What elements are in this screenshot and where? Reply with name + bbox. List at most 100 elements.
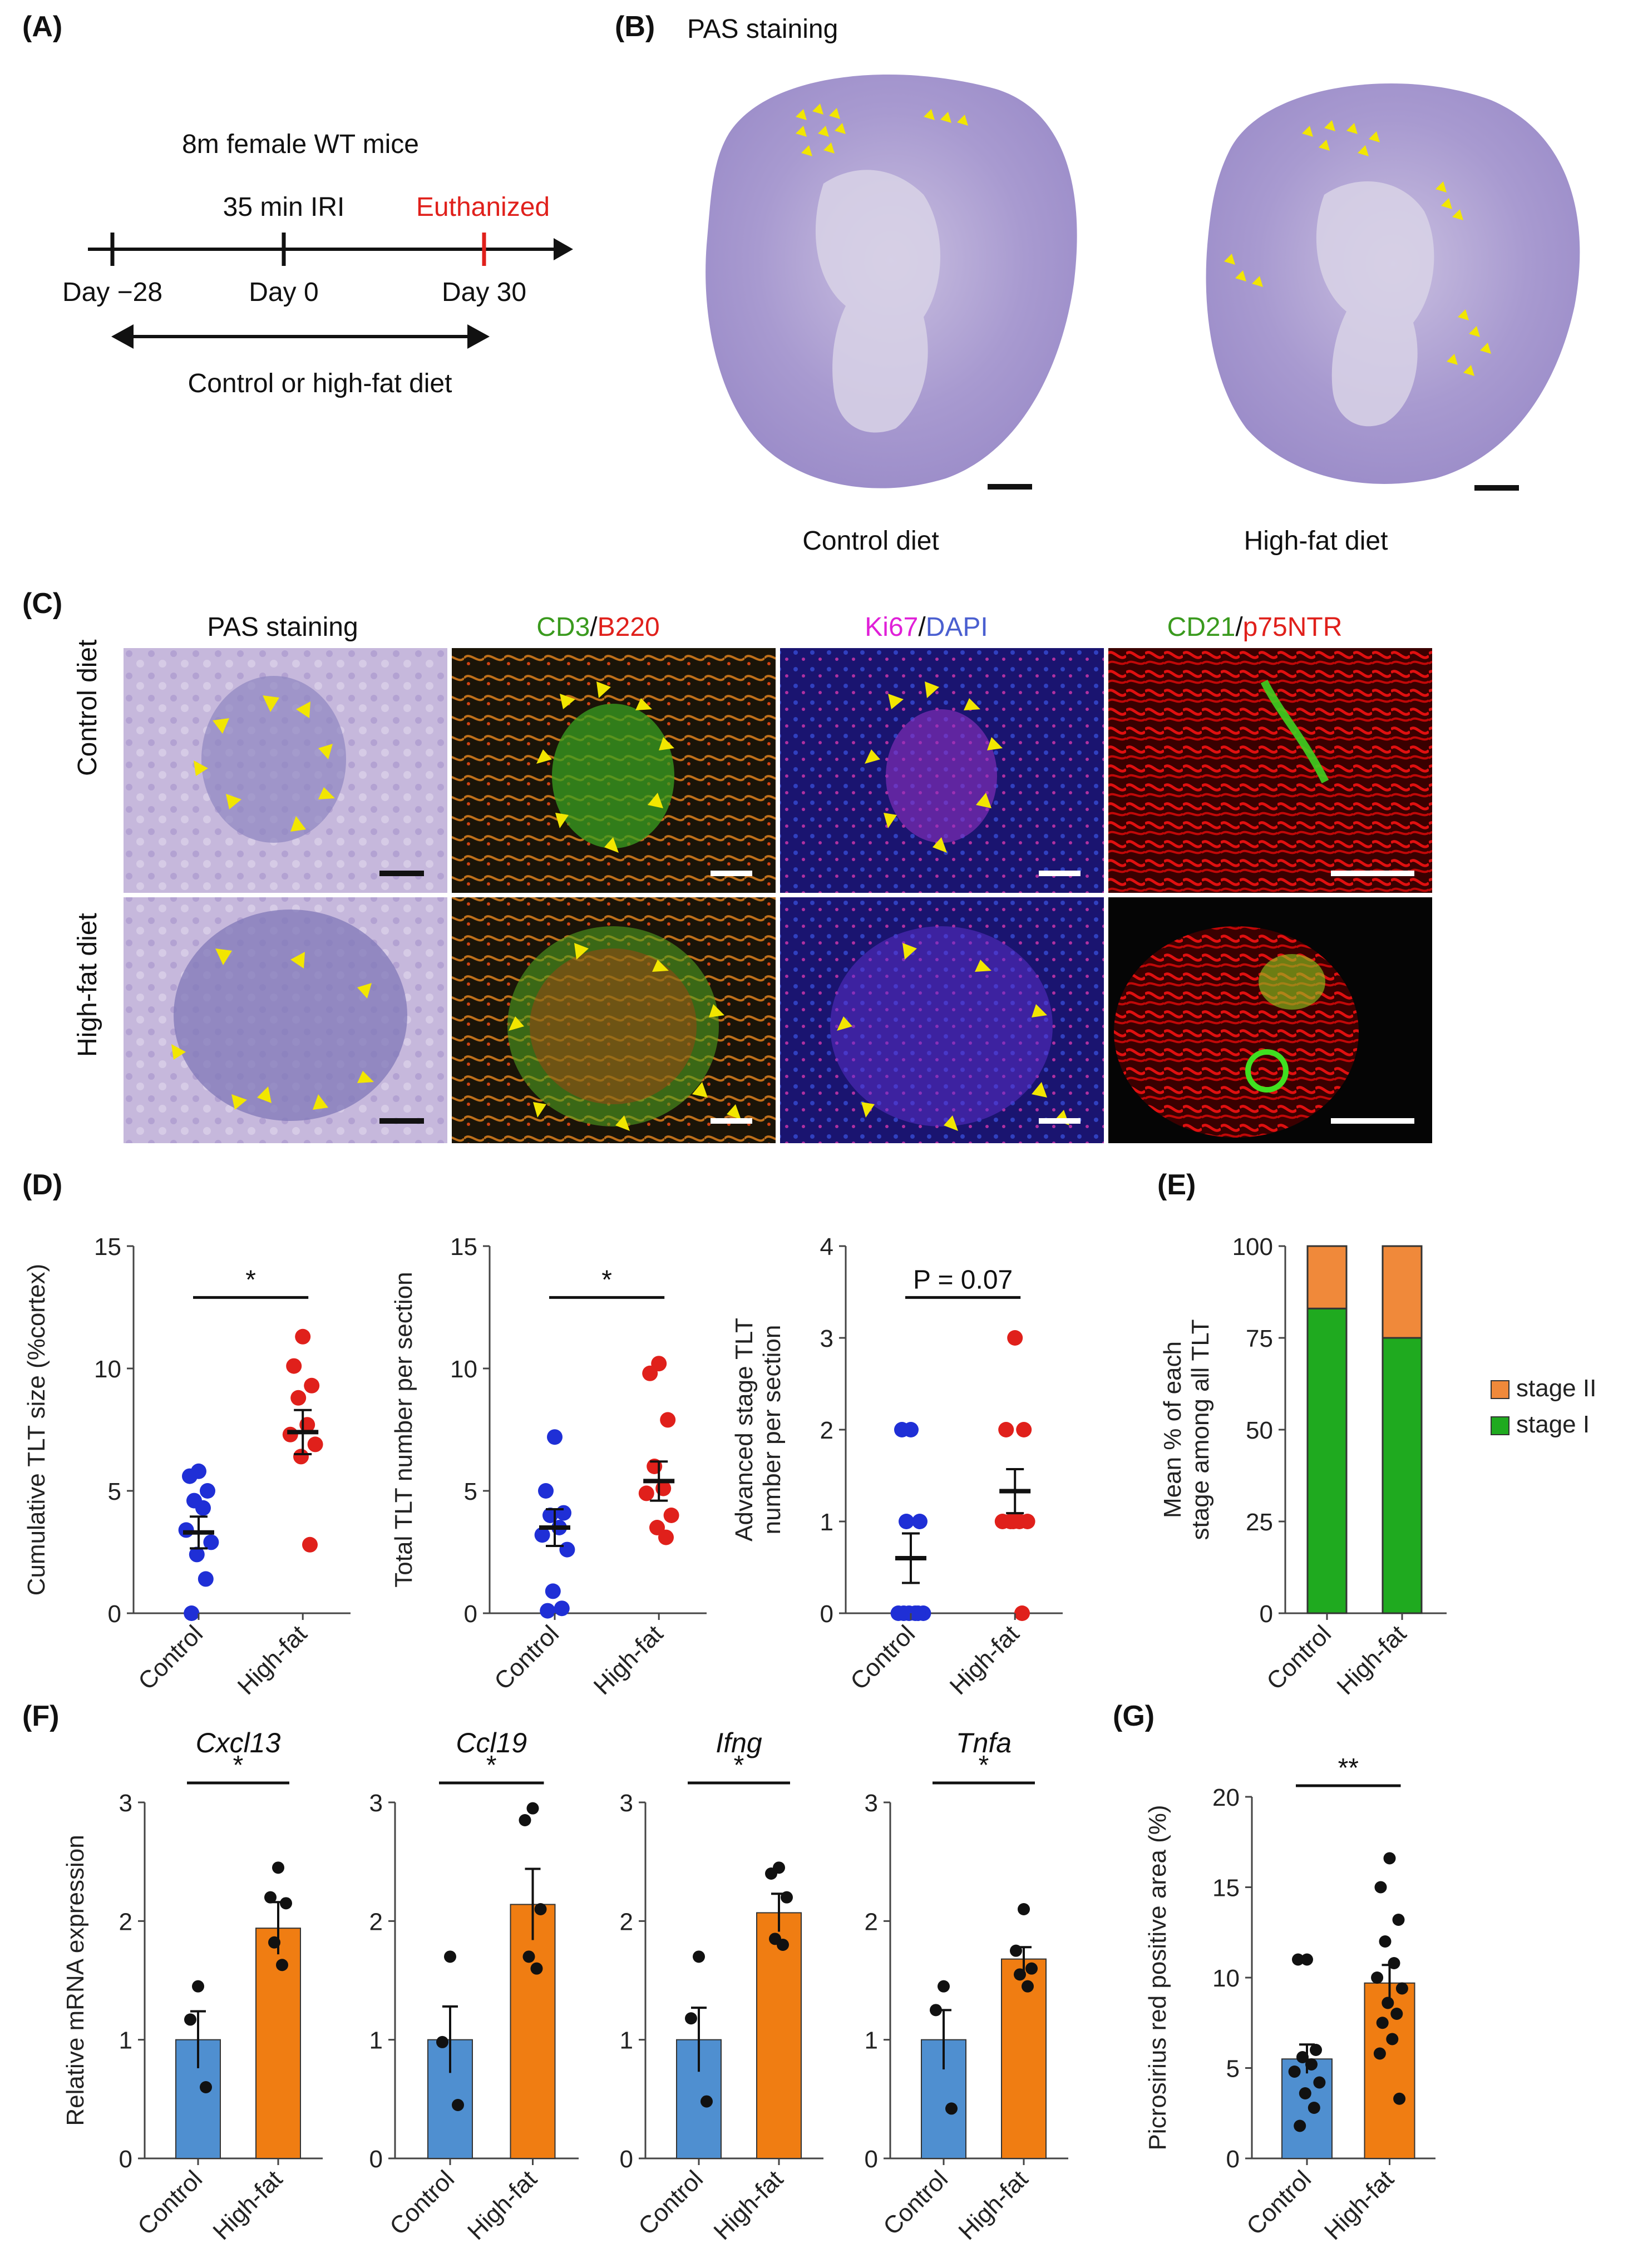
x-tick-label: Control: [489, 1620, 564, 1695]
data-point: [1299, 2087, 1311, 2099]
data-point: [1390, 2008, 1403, 2020]
significance-label: *: [245, 1265, 256, 1294]
timepoint-day-minus-28: Day −28: [62, 278, 163, 307]
stacked-bar-segment: [1382, 1245, 1423, 1339]
chart-ifng: 0 1 2 3 *Ifng Control High-fat: [620, 1730, 823, 2245]
data-point: [554, 1600, 570, 1617]
x-tick-label: High-fat: [953, 2165, 1033, 2245]
data-point: [522, 1950, 535, 1963]
data-point: [998, 1422, 1014, 1437]
data-point: [930, 2004, 942, 2017]
bar: [1001, 1958, 1047, 2159]
data-point: [781, 1891, 793, 1904]
data-point: [280, 1897, 292, 1910]
y-tick-label: 0: [369, 2146, 383, 2173]
data-point: [642, 1365, 658, 1381]
bar: [756, 1912, 802, 2159]
data-point: [1022, 1980, 1034, 1993]
x-tick-label: High-fat: [462, 2165, 542, 2245]
panel-label-b: (B): [615, 11, 655, 43]
data-point: [302, 1536, 318, 1553]
data-point: [290, 1390, 307, 1406]
data-point: [1392, 1914, 1405, 1926]
panel-label-a: (A): [22, 11, 63, 43]
x-tick-label: Control: [133, 1620, 208, 1695]
y-tick-label: 1: [620, 2027, 633, 2054]
y-tick-label: 2: [865, 1908, 878, 1935]
data-point: [777, 1939, 789, 1951]
y-tick-label: 0: [1260, 1600, 1273, 1628]
timepoint-day-30: Day 30: [441, 278, 527, 307]
row-label-high-fat-diet: High-fat diet: [73, 913, 102, 1057]
panel-b-title: PAS staining: [687, 14, 838, 44]
kidney-sections: [706, 75, 1580, 491]
data-point: [200, 1483, 215, 1499]
data-point: [1382, 1997, 1394, 2009]
data-point: [1018, 1903, 1030, 1915]
data-point: [1371, 1971, 1384, 1984]
data-point: [1301, 1953, 1313, 1966]
diet-arrow-right: [467, 324, 490, 349]
data-point: [938, 1980, 950, 1993]
cohort-label: 8m female WT mice: [182, 130, 419, 159]
y-axis-label: Cumulative TLT size (%cortex): [23, 1264, 50, 1596]
x-tick-label: High-fat: [208, 2165, 288, 2245]
data-point: [1007, 1330, 1023, 1346]
data-point: [559, 1541, 575, 1558]
y-tick-label: 1: [119, 2027, 132, 2054]
data-point: [1296, 2051, 1309, 2063]
y-tick-label: 0: [620, 2146, 633, 2173]
data-point: [182, 1468, 198, 1484]
y-axis-label: Mean % of eachstage among all TLT: [1159, 1319, 1214, 1540]
significance-label: *: [601, 1265, 612, 1294]
y-tick-label: 2: [620, 1908, 633, 1935]
y-tick-label: 1: [820, 1509, 833, 1536]
y-tick-label: 50: [1246, 1417, 1273, 1444]
data-point: [198, 1571, 214, 1587]
data-point: [658, 1529, 674, 1545]
x-tick-label: High-fat: [233, 1620, 313, 1700]
x-tick-label: High-fat: [1331, 1620, 1412, 1700]
y-tick-label: 3: [865, 1790, 878, 1817]
y-tick-label: 1: [369, 2027, 383, 2054]
y-tick-label: 3: [620, 1790, 633, 1817]
data-point: [700, 2095, 713, 2108]
data-point: [910, 1605, 926, 1621]
data-point: [203, 1534, 219, 1550]
chart-title: Cxcl13: [196, 1730, 281, 1758]
data-point: [264, 1891, 277, 1904]
chart-ccl19: 0 1 2 3 *Ccl19 Control High-fat: [369, 1730, 579, 2245]
col-head-pas: PAS staining: [207, 612, 358, 642]
y-tick-label: 0: [865, 2146, 878, 2173]
data-point: [1010, 1944, 1022, 1957]
y-tick-label: 20: [1212, 1784, 1240, 1811]
data-point: [1019, 1514, 1035, 1529]
data-point: [189, 1546, 205, 1563]
data-point: [295, 1328, 311, 1345]
y-axis-label: Picrosirius red positive area (%): [1144, 1805, 1171, 2150]
data-point: [307, 1436, 323, 1452]
data-point: [894, 1422, 910, 1437]
data-point: [1294, 2119, 1306, 2132]
y-tick-label: 0: [1226, 2146, 1240, 2173]
x-tick-label: High-fat: [589, 1620, 669, 1700]
y-tick-label: 15: [94, 1233, 121, 1261]
y-tick-label: 5: [1226, 2055, 1240, 2083]
event-iri-label: 35 min IRI: [223, 192, 345, 222]
x-tick-label: Control: [845, 1620, 920, 1695]
y-tick-label: 15: [1212, 1875, 1240, 1902]
data-point: [1376, 2017, 1389, 2029]
data-point: [1005, 1514, 1021, 1529]
data-point: [1305, 2058, 1318, 2071]
row-label-control-diet: Control diet: [73, 639, 102, 776]
significance-label: P = 0.07: [913, 1265, 1013, 1294]
x-tick-label: Control: [1241, 2165, 1316, 2240]
data-point: [1395, 1982, 1408, 1995]
event-euthanized-label: Euthanized: [416, 192, 550, 222]
data-point: [556, 1505, 571, 1521]
stacked-bar-segment: [1306, 1245, 1348, 1310]
y-tick-label: 5: [108, 1478, 121, 1505]
micrograph-grid: [124, 648, 1432, 1143]
stacked-bar-segment: [1382, 1337, 1423, 1614]
